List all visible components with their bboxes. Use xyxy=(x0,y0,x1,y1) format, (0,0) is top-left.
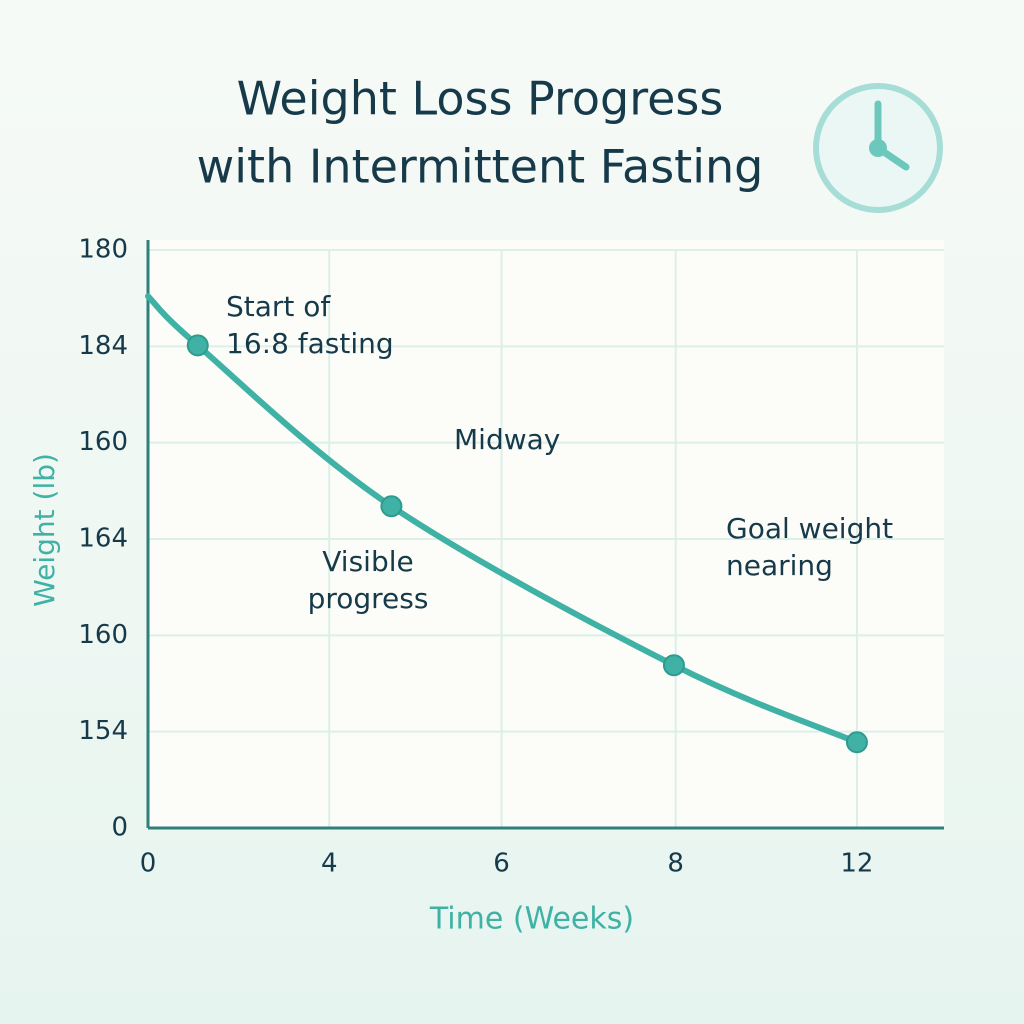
x-tick-label: 12 xyxy=(840,849,873,879)
annotation: Goal weight nearing xyxy=(726,512,893,582)
annotation: Start of 16:8 fasting xyxy=(226,290,394,360)
point xyxy=(845,731,868,754)
point xyxy=(380,495,403,518)
point xyxy=(662,654,685,677)
y-tick-label: 184 xyxy=(78,331,128,361)
point xyxy=(186,334,209,357)
x-tick-label: 0 xyxy=(140,849,157,879)
x-tick-label: 4 xyxy=(321,849,338,879)
x-axis-label: Time (Weeks) xyxy=(429,902,634,937)
y-tick-label: 180 xyxy=(78,235,128,265)
y-tick-label: 160 xyxy=(78,427,128,457)
chart-subtitle: with Intermittent Fasting xyxy=(197,140,764,194)
annotation: Visible progress xyxy=(308,545,429,615)
y-tick-label: 164 xyxy=(78,524,128,554)
plot-area xyxy=(148,240,944,828)
y-tick-label: 0 xyxy=(111,813,128,843)
y-tick-label: 154 xyxy=(78,716,128,746)
x-tick-label: 8 xyxy=(667,849,684,879)
y-tick-label: 160 xyxy=(78,620,128,650)
x-tick-label: 6 xyxy=(493,849,510,879)
y-axis-label: Weight (lb) xyxy=(28,453,61,607)
clock-icon xyxy=(813,83,943,213)
annotation: Midway xyxy=(454,423,560,456)
chart-title: Weight Loss Progress xyxy=(237,72,724,126)
